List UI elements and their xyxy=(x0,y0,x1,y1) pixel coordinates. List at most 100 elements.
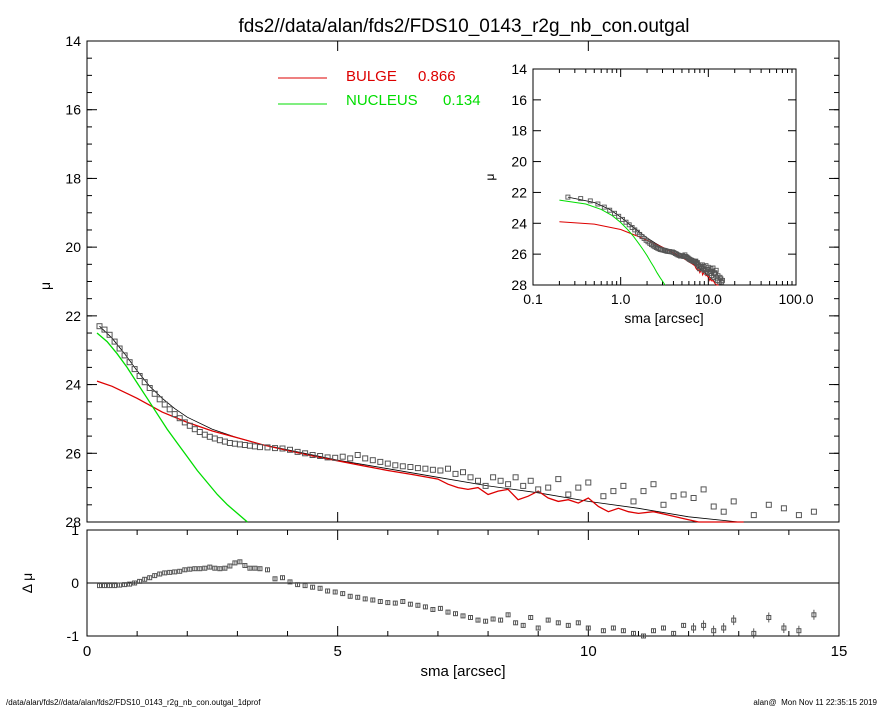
residual-point xyxy=(691,625,697,631)
inset-y-tick-label: 16 xyxy=(511,92,527,108)
main-y-tick-label: 16 xyxy=(65,102,81,118)
residual-point xyxy=(731,617,737,623)
main-y-tick-label: 18 xyxy=(65,170,81,186)
x-tick-label: 10 xyxy=(580,643,597,660)
residual-point xyxy=(202,565,208,571)
data-point xyxy=(482,482,489,489)
data-point xyxy=(324,454,331,461)
inset-data-point xyxy=(626,222,632,228)
residual-point xyxy=(177,568,183,574)
residual-point xyxy=(122,582,128,588)
inset-data-point xyxy=(616,213,622,219)
data-point xyxy=(527,477,534,484)
inset-x-tick-label: 0.1 xyxy=(523,291,543,307)
residual-point xyxy=(137,578,143,584)
data-point xyxy=(176,415,183,422)
residual-point xyxy=(377,599,383,604)
data-point xyxy=(680,491,687,498)
data-point xyxy=(600,493,607,500)
residual-point xyxy=(340,591,346,597)
residual-point xyxy=(575,620,581,626)
residual-point xyxy=(437,605,443,611)
x-tick-label: 5 xyxy=(333,643,341,660)
residual-point xyxy=(555,620,561,626)
data-point xyxy=(231,440,238,447)
legend-nucleus-value: 0.134 xyxy=(443,92,481,109)
data-point xyxy=(429,466,436,473)
residual-point xyxy=(325,588,331,594)
data-point xyxy=(116,345,123,352)
residual-point xyxy=(370,597,376,603)
data-point xyxy=(555,476,562,483)
main-y-tick-label: 20 xyxy=(65,239,81,255)
x-axis-label: sma [arcsec] xyxy=(420,663,505,680)
residual-point xyxy=(147,575,153,581)
residual-point xyxy=(167,569,173,575)
data-point xyxy=(339,453,346,460)
data-point xyxy=(575,484,582,491)
main-x-axis-ticks xyxy=(86,41,840,522)
inset-y-tick-label: 18 xyxy=(511,123,527,139)
residual-point xyxy=(631,630,636,636)
residual-point xyxy=(711,628,717,634)
inset-data-point xyxy=(587,198,593,204)
residual-point xyxy=(362,596,368,602)
main-plot-area xyxy=(96,323,817,523)
inset-x-axis-label: sma [arcsec] xyxy=(624,310,703,326)
residual-point xyxy=(355,594,361,600)
residual-y-tick-label: -1 xyxy=(67,628,80,644)
residual-y-tick-label: 0 xyxy=(71,575,79,591)
data-point xyxy=(287,446,293,453)
residual-point xyxy=(498,617,504,623)
data-point xyxy=(251,443,258,450)
residual-point xyxy=(400,599,406,604)
inset-y-tick-label: 28 xyxy=(511,277,527,293)
data-point xyxy=(670,493,677,500)
residual-point xyxy=(280,575,285,581)
data-point xyxy=(445,465,451,472)
residual-point xyxy=(528,615,534,620)
main-y-axis: 14 16 18 20 22 24 26 28 xyxy=(65,33,839,530)
inset-nucleus-curve xyxy=(559,199,666,286)
nucleus-curve xyxy=(96,332,248,523)
data-point xyxy=(279,445,286,452)
data-point xyxy=(392,462,399,469)
residual-point xyxy=(222,565,228,571)
inset-data-point xyxy=(713,267,719,273)
data-point xyxy=(241,442,248,448)
legend-nucleus-label: NUCLEUS xyxy=(346,92,418,109)
inset-x-tick-label: 10.0 xyxy=(695,291,722,307)
data-point xyxy=(780,505,787,512)
residual-point xyxy=(232,560,238,566)
data-point xyxy=(512,474,519,481)
residual-point xyxy=(407,601,413,607)
residual-plot-area xyxy=(87,559,839,639)
data-point xyxy=(437,467,444,474)
residual-point xyxy=(385,600,391,606)
residual-point xyxy=(192,566,198,572)
data-point xyxy=(146,385,153,391)
data-point xyxy=(710,503,717,510)
residual-point xyxy=(217,566,223,572)
inset-data-point xyxy=(720,277,725,283)
inset-data-point xyxy=(607,207,613,213)
data-point xyxy=(545,484,552,491)
residual-point xyxy=(295,582,301,588)
residual-point xyxy=(490,616,496,622)
residual-point xyxy=(671,630,677,636)
residual-point xyxy=(310,584,316,590)
data-point xyxy=(810,508,817,515)
residual-point xyxy=(445,609,451,615)
page-title: fds2//data/alan/fds2/FDS10_0143_r2g_nb_c… xyxy=(238,16,689,37)
residual-point xyxy=(535,625,541,631)
residual-point xyxy=(162,570,168,576)
inset-y-tick-label: 22 xyxy=(511,184,527,200)
main-y-tick-label: 22 xyxy=(65,308,81,324)
residual-point xyxy=(187,566,193,572)
residual-point xyxy=(701,622,707,628)
residual-point xyxy=(610,625,616,631)
residual-point xyxy=(766,615,772,620)
inset-y-axis-label: μ xyxy=(483,173,497,180)
residual-point xyxy=(620,628,626,634)
data-point xyxy=(362,455,369,462)
